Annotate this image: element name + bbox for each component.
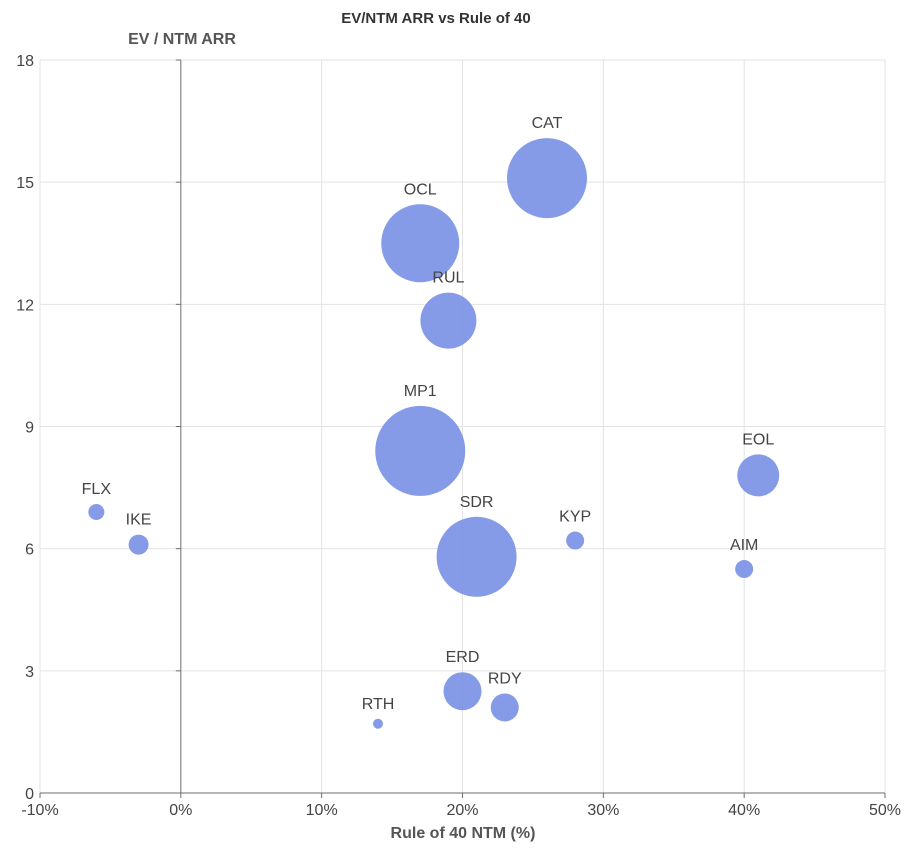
bubble-label-kyp: KYP: [559, 509, 591, 526]
bubble-cat[interactable]: [507, 138, 587, 219]
bubble-ocl[interactable]: [381, 204, 460, 283]
y-tick-label: 15: [16, 175, 34, 192]
bubble-label-aim: AIM: [730, 537, 758, 554]
axes: [39, 59, 886, 798]
chart-title: EV/NTM ARR vs Rule of 40: [341, 10, 530, 27]
bubble-label-ike: IKE: [126, 512, 152, 529]
y-tick-label: 18: [16, 53, 34, 70]
bubble-aim[interactable]: [735, 560, 754, 579]
bubble-label-ocl: OCL: [404, 181, 437, 198]
y-axis-title: EV / NTM ARR: [128, 31, 236, 48]
bubble-rul[interactable]: [420, 292, 477, 349]
x-tick-label: 30%: [587, 802, 619, 819]
y-tick-label: 12: [16, 297, 34, 314]
x-tick-label: 10%: [306, 802, 338, 819]
bubble-ike[interactable]: [128, 534, 149, 555]
bubbles: CAT OCL RUL MP1 EOL FLX IKE SDR KYP AIM ERD RDY RTH: [82, 115, 780, 729]
bubble-label-rul: RUL: [432, 270, 464, 287]
bubble-mp1[interactable]: [375, 405, 466, 496]
x-tick-label: 50%: [869, 802, 901, 819]
bubble-label-erd: ERD: [446, 649, 480, 666]
bubble-erd[interactable]: [443, 672, 482, 711]
bubble-sdr[interactable]: [436, 516, 517, 597]
bubble-label-sdr: SDR: [460, 494, 494, 511]
x-axis-title: Rule of 40 NTM (%): [391, 825, 536, 842]
x-tick-label: 0%: [169, 802, 192, 819]
y-tick-label: 9: [25, 420, 34, 437]
bubble-label-mp1: MP1: [404, 383, 437, 400]
x-tick-label: 40%: [728, 802, 760, 819]
x-tick-label: 20%: [446, 802, 478, 819]
x-tick-label: -10%: [21, 802, 58, 819]
bubble-kyp[interactable]: [566, 531, 585, 550]
bubble-label-rdy: RDY: [488, 670, 522, 687]
tick-labels: 0 3 6 9 12 15 18 -10% 0% 10% 20% 30% 40% 50%: [16, 53, 901, 819]
y-tick-label: 0: [25, 786, 34, 803]
bubble-rth[interactable]: [373, 718, 383, 729]
bubble-label-eol: EOL: [742, 431, 774, 448]
bubble-label-flx: FLX: [82, 481, 112, 498]
y-tick-label: 3: [25, 664, 34, 681]
y-tick-label: 6: [25, 542, 34, 559]
bubble-flx[interactable]: [88, 504, 105, 521]
bubble-rdy[interactable]: [490, 693, 519, 722]
bubble-label-cat: CAT: [532, 115, 563, 132]
bubble-eol[interactable]: [737, 454, 780, 497]
bubble-label-rth: RTH: [362, 696, 395, 713]
